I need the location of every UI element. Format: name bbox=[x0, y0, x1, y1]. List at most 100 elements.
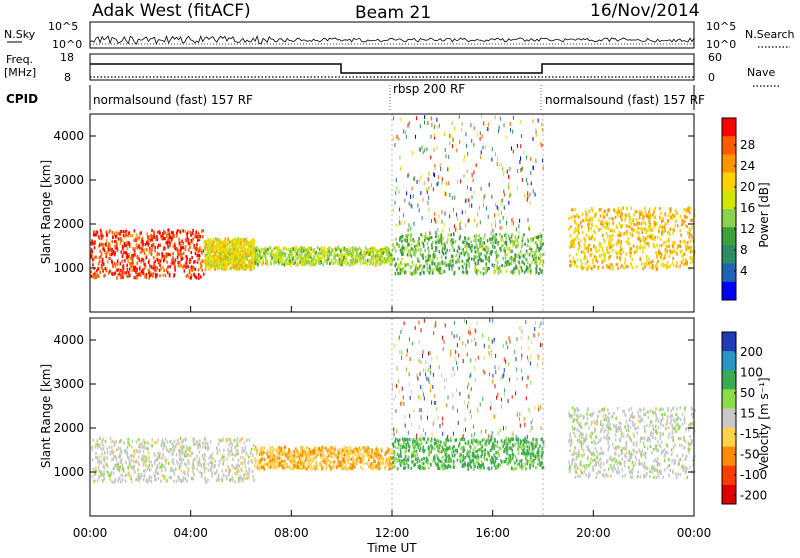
y-tick-label: 1000 bbox=[53, 261, 84, 275]
data-cell bbox=[526, 266, 528, 269]
data-cell bbox=[154, 236, 156, 239]
data-cell bbox=[363, 253, 365, 256]
data-cell bbox=[582, 213, 584, 216]
data-cell bbox=[113, 250, 115, 253]
data-cell bbox=[423, 242, 425, 245]
noise-cell bbox=[519, 160, 520, 164]
data-cell bbox=[351, 255, 353, 258]
data-cell bbox=[621, 218, 623, 221]
data-cell bbox=[130, 454, 132, 457]
noise-cell bbox=[439, 214, 440, 218]
data-cell bbox=[177, 229, 179, 232]
data-cell bbox=[535, 262, 537, 265]
data-cell bbox=[465, 237, 467, 240]
data-cell bbox=[173, 462, 175, 465]
data-cell bbox=[178, 238, 180, 241]
data-cell bbox=[690, 261, 692, 264]
data-cell bbox=[432, 262, 434, 265]
data-cell bbox=[362, 468, 364, 471]
data-cell bbox=[279, 259, 281, 262]
data-cell bbox=[602, 234, 604, 237]
data-cell bbox=[432, 272, 434, 275]
data-cell bbox=[476, 243, 478, 246]
noise-cell bbox=[513, 221, 514, 225]
data-cell bbox=[236, 471, 238, 474]
data-cell bbox=[143, 457, 145, 460]
data-cell bbox=[527, 244, 529, 247]
noise-cell bbox=[442, 220, 443, 224]
data-cell bbox=[606, 232, 608, 235]
data-cell bbox=[189, 450, 191, 453]
data-cell bbox=[145, 459, 147, 462]
data-cell bbox=[97, 267, 99, 270]
data-cell bbox=[424, 249, 426, 252]
data-cell bbox=[534, 259, 536, 262]
data-cell bbox=[505, 242, 507, 245]
data-cell bbox=[138, 461, 140, 464]
data-cell bbox=[474, 250, 476, 253]
data-cell bbox=[117, 463, 119, 466]
data-cell bbox=[160, 244, 162, 247]
data-cell bbox=[115, 455, 117, 458]
data-cell bbox=[484, 249, 486, 252]
nave-tick-60: 60 bbox=[708, 51, 722, 64]
data-cell bbox=[684, 240, 686, 243]
data-cell bbox=[318, 252, 320, 255]
data-cell bbox=[149, 468, 151, 471]
data-cell bbox=[111, 480, 113, 483]
data-cell bbox=[429, 254, 431, 257]
data-cell bbox=[137, 256, 139, 259]
data-cell bbox=[631, 258, 633, 261]
data-cell bbox=[218, 464, 220, 467]
data-cell bbox=[664, 226, 666, 229]
data-cell bbox=[633, 244, 635, 247]
data-cell bbox=[148, 456, 150, 459]
data-cell bbox=[101, 442, 103, 445]
data-cell bbox=[148, 237, 150, 240]
noise-cell bbox=[428, 121, 429, 125]
noise-cell bbox=[409, 121, 410, 125]
noise-tick-bottom-left: 10^0 bbox=[52, 38, 82, 51]
data-cell bbox=[616, 226, 618, 229]
data-cell bbox=[628, 213, 630, 216]
data-cell bbox=[443, 262, 445, 265]
noise-cell bbox=[527, 198, 528, 202]
data-cell bbox=[397, 272, 399, 275]
data-cell bbox=[476, 246, 478, 249]
data-cell bbox=[434, 262, 436, 265]
data-cell bbox=[166, 234, 168, 237]
data-cell bbox=[408, 254, 410, 257]
data-cell bbox=[683, 208, 685, 211]
data-cell bbox=[376, 251, 378, 254]
data-cell bbox=[683, 222, 685, 225]
data-cell bbox=[164, 231, 166, 234]
data-cell bbox=[177, 261, 179, 264]
data-cell bbox=[677, 244, 679, 247]
data-cell bbox=[390, 257, 392, 260]
noise-cell bbox=[533, 119, 534, 123]
data-cell bbox=[144, 441, 146, 444]
data-cell bbox=[418, 268, 420, 271]
data-cell bbox=[188, 242, 190, 245]
noise-cell bbox=[495, 224, 496, 228]
data-cell bbox=[411, 255, 413, 258]
data-cell bbox=[283, 247, 285, 250]
data-cell bbox=[168, 450, 170, 453]
data-cell bbox=[465, 270, 467, 273]
data-cell bbox=[233, 239, 235, 242]
data-cell bbox=[318, 260, 320, 263]
data-cell bbox=[180, 264, 182, 267]
data-cell bbox=[323, 255, 325, 258]
data-cell bbox=[447, 238, 449, 241]
data-cell bbox=[386, 250, 388, 253]
data-cell bbox=[303, 259, 305, 262]
cpid-segment-2: rbsp 200 RF bbox=[393, 82, 465, 96]
data-cell bbox=[519, 261, 521, 264]
data-cell bbox=[327, 254, 329, 257]
data-cell bbox=[216, 264, 218, 267]
data-cell bbox=[672, 257, 674, 260]
data-cell bbox=[238, 459, 240, 462]
data-cell bbox=[190, 454, 192, 457]
data-cell bbox=[247, 461, 249, 464]
data-cell bbox=[399, 266, 401, 269]
